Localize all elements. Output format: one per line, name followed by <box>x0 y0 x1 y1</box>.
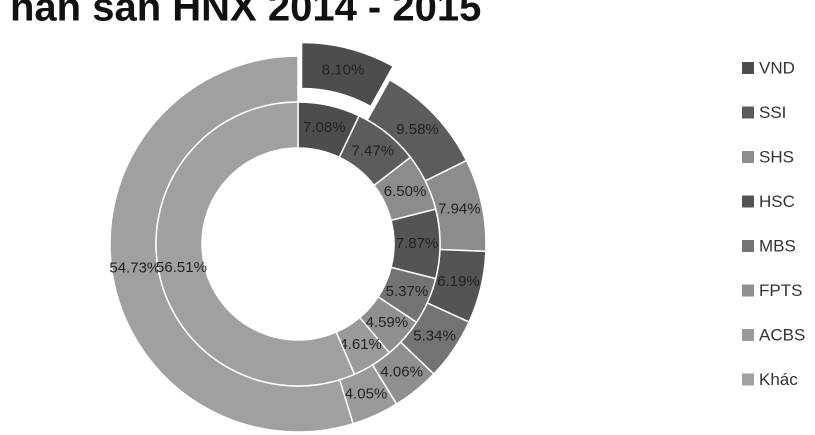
legend-swatch <box>742 151 754 163</box>
data-label: 9.58% <box>396 121 439 138</box>
legend-label: SHS <box>759 147 794 166</box>
data-label: 8.10% <box>322 62 365 79</box>
data-label: 7.47% <box>352 142 395 159</box>
legend-label: FPTS <box>759 281 802 300</box>
data-label: 56.51% <box>156 259 207 276</box>
chart-title: hần sản HNX 2014 - 2015 <box>10 0 481 30</box>
slice <box>300 41 395 108</box>
data-label: 5.37% <box>386 283 429 300</box>
legend-swatch <box>742 62 754 74</box>
data-label: 4.05% <box>345 385 388 402</box>
data-label: 5.34% <box>413 328 456 345</box>
data-label: 4.59% <box>366 314 409 331</box>
legend-swatch <box>742 373 754 386</box>
data-label: 6.50% <box>384 183 427 200</box>
legend-label: VND <box>759 58 795 77</box>
data-label: 54.73% <box>109 259 160 276</box>
legend-label: SSI <box>759 103 786 122</box>
data-label: 7.87% <box>396 235 439 252</box>
legend-label: MBS <box>759 236 796 255</box>
data-label: 4.61% <box>339 336 382 353</box>
legend-label: HSC <box>759 192 795 211</box>
data-label: 7.08% <box>303 119 346 136</box>
legend-swatch <box>742 284 754 297</box>
legend-swatch <box>742 329 754 341</box>
slice <box>155 101 356 387</box>
legend-label: Khác <box>759 370 798 389</box>
data-label: 6.19% <box>437 273 480 290</box>
data-label: 7.94% <box>438 201 481 218</box>
legend-swatch <box>742 106 754 119</box>
legend-swatch <box>742 240 754 252</box>
legend-label: ACBS <box>759 325 805 344</box>
legend-swatch <box>742 195 754 208</box>
data-label: 4.06% <box>380 363 423 380</box>
